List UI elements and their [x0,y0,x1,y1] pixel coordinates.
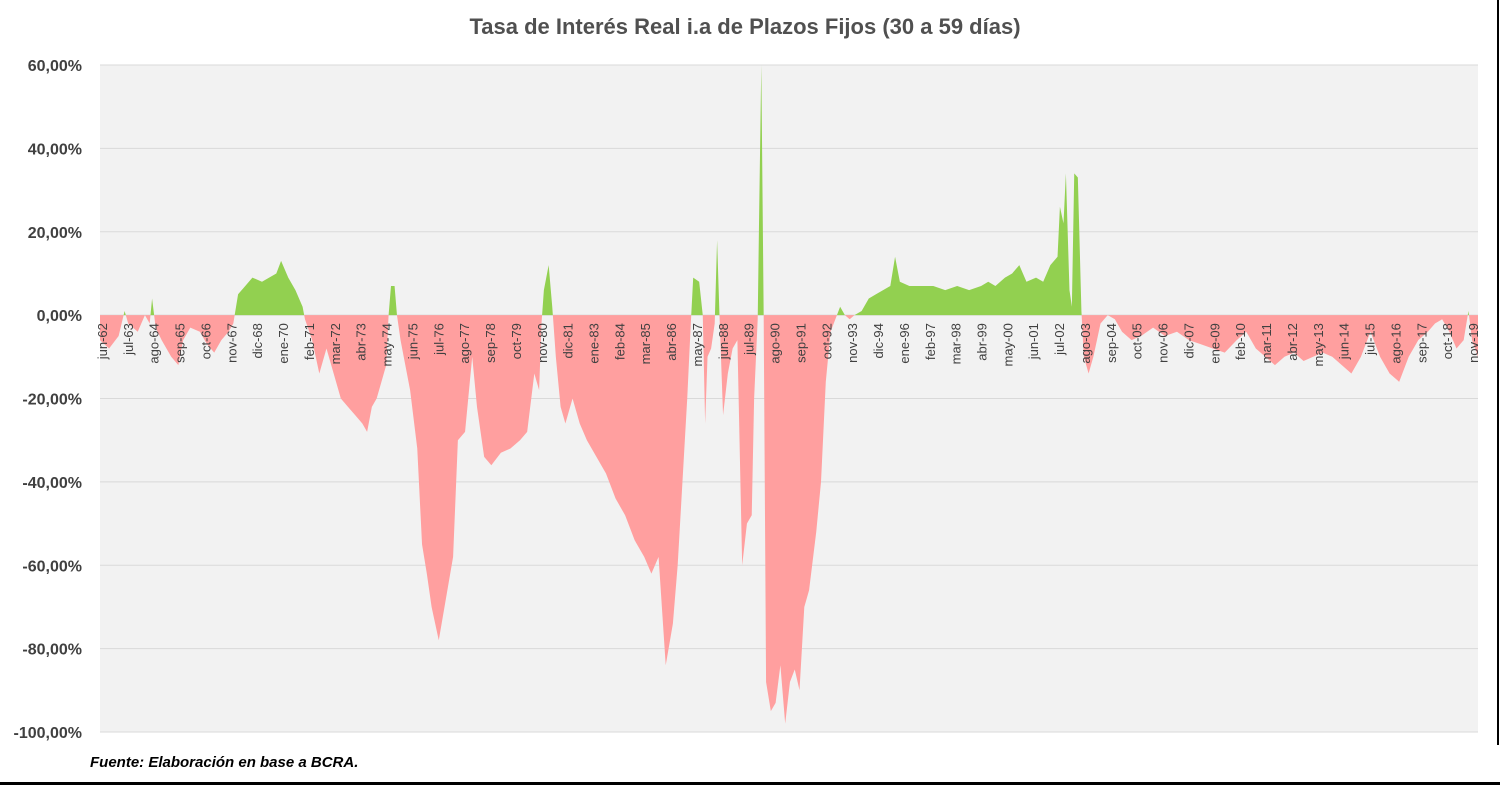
x-tick-label: nov-19 [1466,323,1481,363]
y-tick-label: 0,00% [37,308,82,325]
x-tick-label: mar-11 [1259,323,1274,363]
x-tick-label: ago-90 [768,323,783,363]
x-tick-label: oct-18 [1440,323,1455,359]
x-tick-label: jul-15 [1363,323,1378,356]
x-tick-label: abr-73 [354,323,369,361]
x-tick-label: jun-88 [716,323,731,360]
x-axis-ticks: jun-62 jul-63 ago-64 sep-65 oct-66 nov-67 dic-… [95,323,1481,366]
x-tick-label: feb-84 [612,323,627,360]
x-tick-label: nov-67 [224,323,239,363]
x-tick-label: jul-63 [121,323,136,356]
x-tick-label: ene-96 [897,323,912,363]
x-tick-label: feb-71 [302,323,317,360]
x-tick-label: oct-92 [819,323,834,359]
x-tick-label: mar-98 [949,323,964,364]
area-series [100,65,1478,724]
x-tick-label: abr-99 [975,323,990,361]
x-tick-label: oct-05 [1130,323,1145,359]
chart-title: Tasa de Interés Real i.a de Plazos Fijos… [469,14,1020,39]
x-tick-label: sep-17 [1414,323,1429,363]
y-tick-label: 40,00% [28,141,82,158]
x-tick-label: ene-83 [587,323,602,363]
x-tick-label: sep-04 [1104,323,1119,363]
x-tick-label: dic-68 [250,323,265,358]
x-tick-label: ene-70 [276,323,291,363]
x-tick-label: jul-02 [1052,323,1067,356]
x-tick-label: oct-66 [199,323,214,359]
x-tick-label: sep-78 [483,323,498,363]
x-tick-label: jul-76 [431,323,446,356]
x-tick-label: sep-65 [173,323,188,363]
y-tick-label: -20,00% [22,392,82,409]
x-tick-label: nov-80 [535,323,550,363]
x-tick-label: abr-12 [1285,323,1300,361]
x-tick-label: jun-01 [1026,323,1041,360]
x-tick-label: nov-06 [1156,323,1171,363]
y-axis-ticks: 60,00% 40,00% 20,00% 0,00% -20,00% -40,00% -60… [14,58,83,742]
x-tick-label: ago-64 [147,323,162,363]
x-tick-label: ago-77 [457,323,472,363]
x-tick-label: ago-03 [1078,323,1093,363]
y-tick-label: -100,00% [14,725,83,742]
x-tick-label: may-87 [690,323,705,366]
x-tick-label: may-00 [1000,323,1015,366]
x-tick-label: jul-89 [742,323,757,356]
x-tick-label: may-13 [1311,323,1326,366]
x-tick-label: sep-91 [793,323,808,363]
x-tick-label: jun-75 [405,323,420,360]
x-tick-label: feb-97 [923,323,938,360]
x-tick-label: nov-93 [845,323,860,363]
x-tick-label: ene-09 [1207,323,1222,363]
x-tick-label: feb-10 [1233,323,1248,360]
right-border [1497,0,1499,745]
bottom-border [0,782,1500,785]
y-tick-label: 20,00% [28,225,82,242]
y-tick-label: 60,00% [28,58,82,75]
x-tick-label: jun-14 [1337,323,1352,360]
x-tick-label: jun-62 [95,323,110,360]
x-tick-label: mar-85 [638,323,653,364]
x-tick-label: abr-86 [664,323,679,361]
x-tick-label: dic-81 [561,323,576,358]
negative-area [100,315,1478,724]
x-tick-label: oct-79 [509,323,524,359]
x-tick-label: dic-07 [1182,323,1197,358]
x-tick-label: ago-16 [1388,323,1403,363]
x-tick-label: dic-94 [871,323,886,358]
y-tick-label: -80,00% [22,642,82,659]
x-tick-label: may-74 [380,323,395,366]
x-tick-label: mar-72 [328,323,343,364]
y-tick-label: -60,00% [22,558,82,575]
source-note: Fuente: Elaboración en base a BCRA. [90,754,359,771]
y-tick-label: -40,00% [22,475,82,492]
